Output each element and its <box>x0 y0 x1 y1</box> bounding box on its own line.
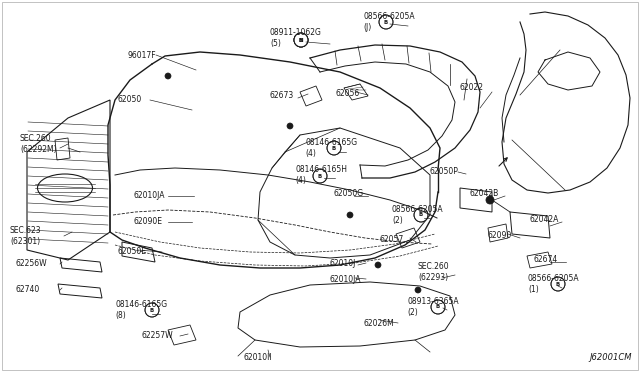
Text: 62740: 62740 <box>15 285 39 295</box>
Text: 62674: 62674 <box>534 256 558 264</box>
Circle shape <box>313 169 327 183</box>
Text: B: B <box>556 282 560 286</box>
Text: 08146-6165G
(8): 08146-6165G (8) <box>115 300 167 320</box>
Circle shape <box>486 196 494 204</box>
Circle shape <box>431 300 445 314</box>
Circle shape <box>347 212 353 218</box>
Circle shape <box>294 33 308 47</box>
Text: SEC.260
(62293): SEC.260 (62293) <box>418 262 450 282</box>
Text: B: B <box>299 38 303 42</box>
Circle shape <box>415 287 421 293</box>
Circle shape <box>379 15 393 29</box>
Text: 62050G: 62050G <box>333 189 363 198</box>
Text: 96017F: 96017F <box>127 51 156 60</box>
Text: 08146-6165H
(4): 08146-6165H (4) <box>295 165 347 185</box>
Text: 62050: 62050 <box>118 96 142 105</box>
Text: 08566-6205A
(2): 08566-6205A (2) <box>392 205 444 225</box>
Text: B: B <box>318 173 322 179</box>
Text: 62022: 62022 <box>460 83 484 93</box>
Circle shape <box>294 33 308 47</box>
Text: 62257W: 62257W <box>142 331 173 340</box>
Text: 08566-6205A
(J): 08566-6205A (J) <box>363 12 415 32</box>
Text: 08911-1062G
(5): 08911-1062G (5) <box>270 28 322 48</box>
Text: 62673: 62673 <box>270 92 294 100</box>
Circle shape <box>414 208 428 222</box>
Text: 08566-6205A
(1): 08566-6205A (1) <box>528 274 580 294</box>
Text: 62042A: 62042A <box>530 215 559 224</box>
Circle shape <box>287 123 293 129</box>
Text: J62001CM: J62001CM <box>589 353 632 362</box>
Text: 62050E: 62050E <box>118 247 147 257</box>
Text: B: B <box>436 305 440 310</box>
Text: 62056: 62056 <box>336 89 360 97</box>
Text: SEC.260
(62292M): SEC.260 (62292M) <box>20 134 56 154</box>
Text: 62010JA: 62010JA <box>133 192 164 201</box>
Text: B: B <box>419 212 423 218</box>
Text: 62010J: 62010J <box>330 259 356 267</box>
Text: 08146-6165G
(4): 08146-6165G (4) <box>305 138 357 158</box>
Circle shape <box>327 141 341 155</box>
Text: SEC.623
(62301): SEC.623 (62301) <box>10 226 42 246</box>
Text: N: N <box>299 38 303 42</box>
Text: B: B <box>384 19 388 25</box>
Text: 62057: 62057 <box>380 234 404 244</box>
Circle shape <box>375 262 381 268</box>
Text: 62050P: 62050P <box>430 167 459 176</box>
Text: 62010JA: 62010JA <box>330 275 362 283</box>
Text: B: B <box>332 145 336 151</box>
Text: 62090E: 62090E <box>133 218 162 227</box>
Text: 62090: 62090 <box>488 231 512 240</box>
Text: 62256W: 62256W <box>15 260 47 269</box>
Circle shape <box>165 73 171 79</box>
Text: 62042B: 62042B <box>470 189 499 198</box>
Text: 08913-6365A
(2): 08913-6365A (2) <box>407 297 459 317</box>
Circle shape <box>145 303 159 317</box>
Circle shape <box>551 277 565 291</box>
Text: 62026M: 62026M <box>363 318 394 327</box>
Text: 62010II: 62010II <box>244 353 273 362</box>
Text: B: B <box>150 308 154 312</box>
